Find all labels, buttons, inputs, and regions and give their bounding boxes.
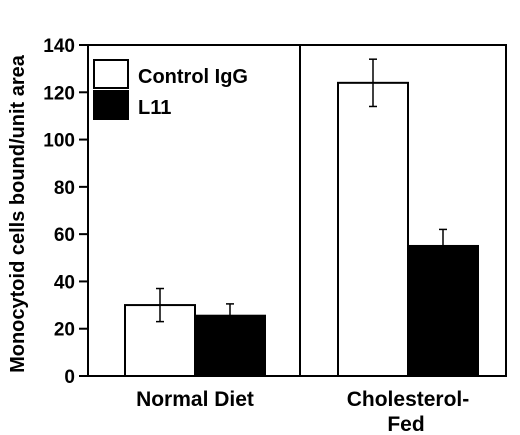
legend-label-control-igg: Control IgG: [138, 66, 248, 88]
legend-label-l11: L11: [138, 97, 171, 119]
category-label: Cholesterol-: [347, 388, 470, 411]
bars: [124, 81, 479, 378]
bar-l11: [194, 314, 266, 378]
category-label: Normal Diet: [136, 388, 254, 411]
y-tick-label: 120: [43, 83, 75, 104]
y-axis: 0 20 40 60 80 100 120 140: [43, 36, 88, 388]
category-label: Fed: [387, 413, 424, 435]
plot-border: [87, 44, 507, 377]
y-tick-label: 0: [64, 367, 75, 388]
plot-frame: [87, 44, 507, 377]
y-tick-label: 60: [54, 225, 75, 246]
y-tick-label: 140: [43, 36, 75, 57]
legend-swatch-l11: [93, 90, 129, 120]
y-tick-label: 40: [54, 272, 75, 293]
error-bars: [156, 58, 447, 323]
y-tick-label: 80: [54, 178, 75, 199]
bar-control-igg: [337, 81, 409, 377]
legend-swatch-control-igg: [93, 59, 129, 89]
y-axis-label: Monocytoid cells bound/unit area: [7, 54, 29, 373]
x-axis: Normal Diet Cholesterol-Fed: [136, 388, 469, 435]
legend: Control IgG L11: [93, 59, 248, 120]
bar-l11: [407, 244, 479, 377]
y-tick-label: 100: [43, 131, 75, 152]
y-tick-label: 20: [54, 320, 75, 341]
